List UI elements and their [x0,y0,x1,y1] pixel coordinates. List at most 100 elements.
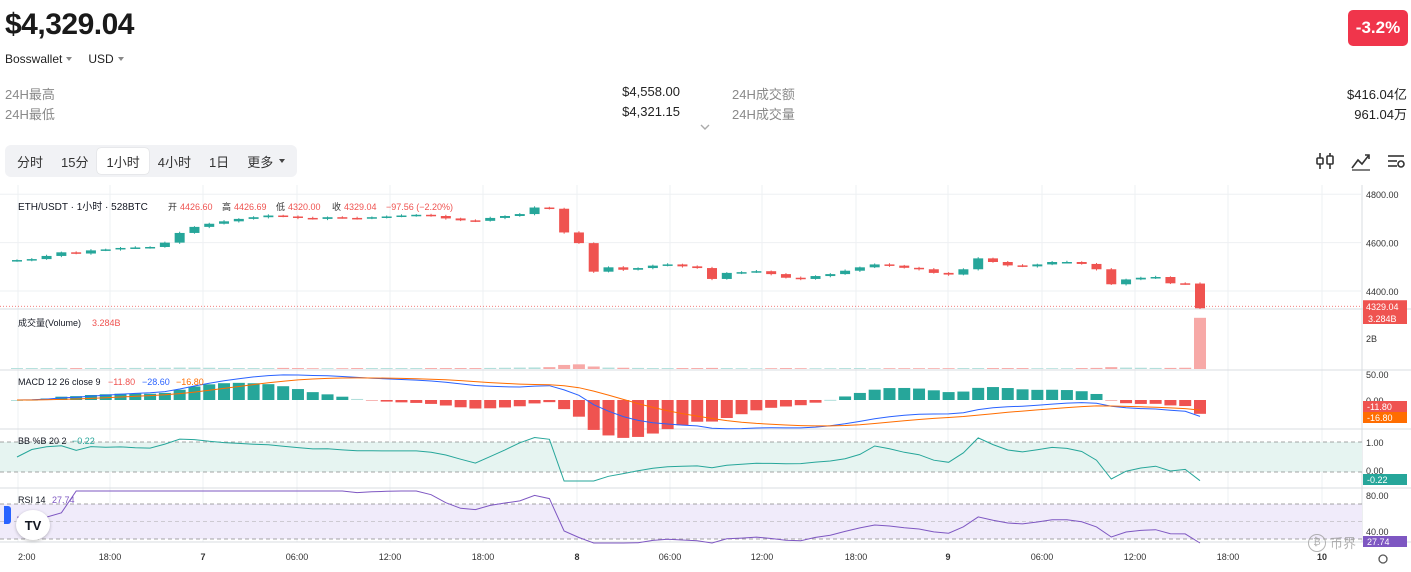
candle [588,243,599,272]
exchange-selector[interactable]: Bosswallet [5,52,73,66]
macd-histogram-bar [306,392,319,400]
sidebar-toggle[interactable] [4,506,11,524]
stat-turnover-label: 24H成交额 [732,87,795,102]
macd-signal-label: -16.80 [1367,413,1393,423]
price-chart[interactable]: 4800.00 4600.00 4400.00 4329.04 ETH/USDT · 1… [0,185,1411,572]
volume-bar [735,368,748,369]
macd-histogram-bar [824,399,837,401]
bb-axis-label: 0.00 [1366,466,1384,476]
x-tick-label: 12:00 [1124,552,1147,562]
candle [396,215,407,218]
chevron-down-icon [279,159,286,163]
tab-label: 1日 [208,154,230,170]
volume-legend-value: 3.284B [92,318,121,328]
candle [130,247,141,249]
volume-bar [632,367,645,369]
volume-bar [1075,368,1088,369]
candle [12,260,22,262]
candle [529,207,540,215]
candle [41,255,52,260]
candle [914,267,925,270]
macd-histogram-bar [927,390,940,400]
coin-icon: ₿ [1308,533,1326,552]
macd-histogram-bar [868,389,881,400]
candle [884,264,895,266]
stat-volume-value: 961.04万 [1354,107,1407,122]
volume-bar [750,368,763,369]
candle [440,216,451,219]
candle [825,274,836,277]
candle [795,277,806,280]
macd-histogram-bar [188,386,201,400]
tab-1h[interactable]: 1小时 [97,148,149,174]
rsi-legend: RSI 14 [18,495,46,505]
macd-axis-label: 50.00 [1366,370,1389,380]
volume-bar [646,368,659,369]
candle [1032,264,1043,267]
macd-histogram-bar [454,400,467,408]
candle [115,247,126,250]
volume-bar [1105,367,1118,369]
macd-histogram-bar [498,400,511,408]
candle [943,272,954,275]
macd-histogram-bar [247,383,260,400]
candle [987,258,998,262]
candle [1135,277,1146,280]
volume-bar [425,368,438,369]
macd-histogram-bar [913,388,926,400]
tab-timeline[interactable]: 分时 [8,148,52,174]
volume-bar [439,368,452,369]
chart-settings-icon[interactable] [1385,150,1407,172]
volume-bar [218,367,231,369]
macd-histogram-bar [735,400,748,415]
tab-15m[interactable]: 15分 [52,148,97,174]
candle [71,252,82,254]
expand-chevron-icon[interactable] [700,122,710,132]
watermark: ₿ 币界 [1308,533,1356,552]
candle [1002,262,1013,266]
candle [1076,262,1087,264]
macd-histogram-bar [218,383,231,400]
volume-bar [1001,368,1014,369]
macd-histogram-bar [277,386,290,400]
candle [352,217,363,220]
candle [1150,277,1161,279]
tab-more[interactable]: 更多 [238,148,294,174]
x-tick-label: 8 [574,552,579,562]
volume-bar [1060,368,1073,369]
macd-histogram-bar [410,400,423,403]
candle [1180,283,1191,285]
macd-line [16,374,1201,430]
volume-legend: 成交量(Volume) [18,317,81,328]
macd-histogram-bar [691,400,704,422]
candle [381,216,392,218]
candle [854,267,865,271]
rsi-axis-label: 80.00 [1366,491,1389,501]
macd-histogram-bar [513,400,526,407]
tab-4h[interactable]: 4小时 [149,148,200,174]
tab-1d[interactable]: 1日 [200,148,238,174]
macd-histogram-bar [779,400,792,407]
macd-histogram-bar [1060,390,1073,400]
x-tick-label: 18:00 [1217,552,1240,562]
macd-signal-value: −28.60 [142,377,170,387]
volume-bar [114,368,127,369]
indicator-settings-icon[interactable] [1314,150,1336,172]
tradingview-logo[interactable]: TV [16,510,50,540]
currency-selector[interactable]: USD [88,52,124,66]
macd-histogram-bar [84,394,97,400]
macd-histogram-bar [365,400,378,401]
volume-bar [913,368,926,369]
rsi-axis-label: 40.00 [1366,527,1389,537]
macd-histogram-bar [1075,391,1088,400]
bb-line [16,436,1201,482]
macd-histogram-bar [942,392,955,400]
candle [426,214,437,217]
volume-bar [173,367,186,369]
candle [633,268,644,270]
volume-bar [528,367,541,369]
volume-bar [469,368,482,369]
x-tick-label: 06:00 [1031,552,1054,562]
chart-type-icon[interactable] [1350,150,1372,172]
bb-value: −0.22 [72,436,95,446]
